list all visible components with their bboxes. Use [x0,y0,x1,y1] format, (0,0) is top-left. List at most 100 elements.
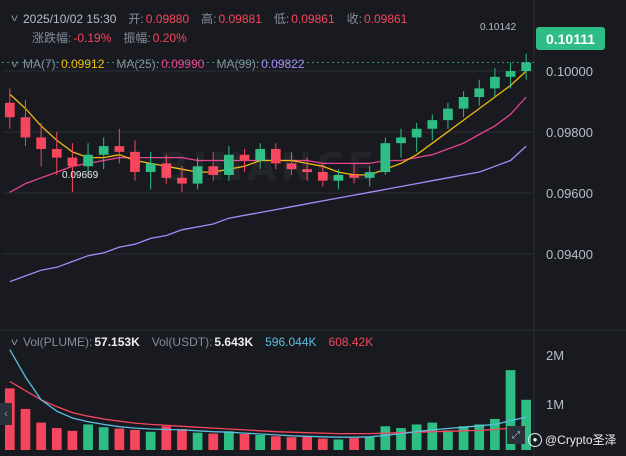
vol-usdt-value: 5.643K [214,335,254,349]
volume-bar [255,434,266,450]
volume-tick: 1M [546,397,565,412]
chevron-down-icon[interactable]: v [11,336,18,348]
scroll-left-button[interactable]: ‹ [0,403,12,425]
change-header: 涨跌幅: -0.19% 振幅: 0.20% [32,29,199,46]
volume-bar [83,424,93,450]
candle-body [224,154,234,175]
expand-icon[interactable]: ⤢ [507,426,525,444]
credit-watermark: ● @Crypto圣泽 [528,431,617,448]
change-label: 涨跌幅: [32,31,72,45]
candle-body [333,174,344,181]
volume-bar [67,430,78,450]
high-marker: 0.10142 [480,22,517,33]
volume-bar [36,422,46,450]
candle-body [474,88,485,98]
low-marker: 0.09669 [62,170,99,181]
change-value: -0.19% [73,30,112,45]
volume-bar [145,431,156,450]
high-label: 高: [201,12,217,26]
ma7-label: MA(7): [23,57,59,71]
candle-body [192,166,203,184]
ma99-label: MA(99): [216,57,260,71]
candle-body [67,157,78,167]
price-tick: 0.09600 [546,186,593,201]
volume-bar [208,433,219,450]
volume-bar [474,424,485,450]
volume-bar [270,436,281,450]
volume-bar [286,437,297,450]
vol-plume-label: Vol(PLUME): [23,335,93,349]
volume-bar [521,399,532,450]
ma99-value: 0.09822 [261,57,305,71]
candle-body [364,172,375,178]
volume-header: v Vol(PLUME): 57.153K Vol(USDT): 5.643K … [0,335,385,349]
candle-body [4,102,15,118]
vol-plume-value: 57.153K [94,335,140,349]
candle-body [349,174,359,178]
price-tick: 0.10000 [546,64,593,79]
vol-ma-b-line [9,380,527,435]
amplitude-label: 振幅: [123,31,151,45]
credit-text: @Crypto圣泽 [545,433,617,447]
vol-ma-a-value: 596.044K [265,335,317,349]
volume-bar [458,426,469,450]
candle-body [20,117,31,138]
candle-body [521,62,532,72]
chevron-down-icon[interactable]: v [11,13,18,24]
volume-bar [411,424,422,450]
volume-bar [396,428,406,450]
ma-header: v MA(7): 0.09912 MA(25): 0.09990 MA(99):… [0,57,317,71]
candle-body [36,137,46,149]
candle-body [396,137,406,144]
volume-bar [302,436,312,450]
volume-bar [98,427,109,450]
candle-body [490,76,500,89]
volume-bar [380,426,391,450]
volume-bar [427,422,438,450]
ma25-label: MA(25): [116,57,160,71]
volume-bar [364,437,375,450]
price-tick: 0.09800 [546,125,593,140]
ma7-line [9,70,527,176]
high-value: 0.09881 [218,11,262,26]
open-value: 0.09880 [145,11,190,26]
volume-bar [443,430,453,450]
low-value: 0.09861 [291,11,335,26]
candle-body [208,166,219,175]
ma7-value: 0.09912 [61,57,105,71]
volume-bar [239,434,250,450]
candle-body [239,154,250,161]
logo-icon: ● [528,432,542,447]
candle-body [177,177,187,184]
volume-bar [349,438,359,450]
ohlc-header: v 2025/10/02 15:30 开: 0.09880 高: 0.09881… [0,10,419,27]
binance-watermark: BINANCE [160,145,378,189]
vol-usdt-label: Vol(USDT): [151,335,213,349]
chevron-down-icon[interactable]: v [11,58,18,70]
candle-body [427,120,438,129]
low-label: 低: [273,12,290,26]
volume-bar [333,439,344,450]
volume-bars [4,370,532,450]
volume-bar [130,429,140,450]
candle-body [161,163,172,178]
volume-bar [192,432,203,450]
candle-body [302,169,312,173]
candle-date: 2025/10/02 15:30 [23,11,117,26]
volume-bar [161,426,172,450]
volume-bar [114,428,125,450]
candle-body [98,146,109,155]
ma99-line [9,145,527,283]
volume-ma-lines [9,349,527,438]
candle-body [286,163,297,170]
volume-tick: 2M [546,348,565,363]
close-label: 收: [346,12,362,26]
ma-lines [9,70,527,283]
candle-body [443,108,453,121]
candle-body [130,151,140,173]
vol-ma-a-line [9,349,527,438]
ma25-value: 0.09990 [161,57,205,71]
candle-body [411,128,422,138]
